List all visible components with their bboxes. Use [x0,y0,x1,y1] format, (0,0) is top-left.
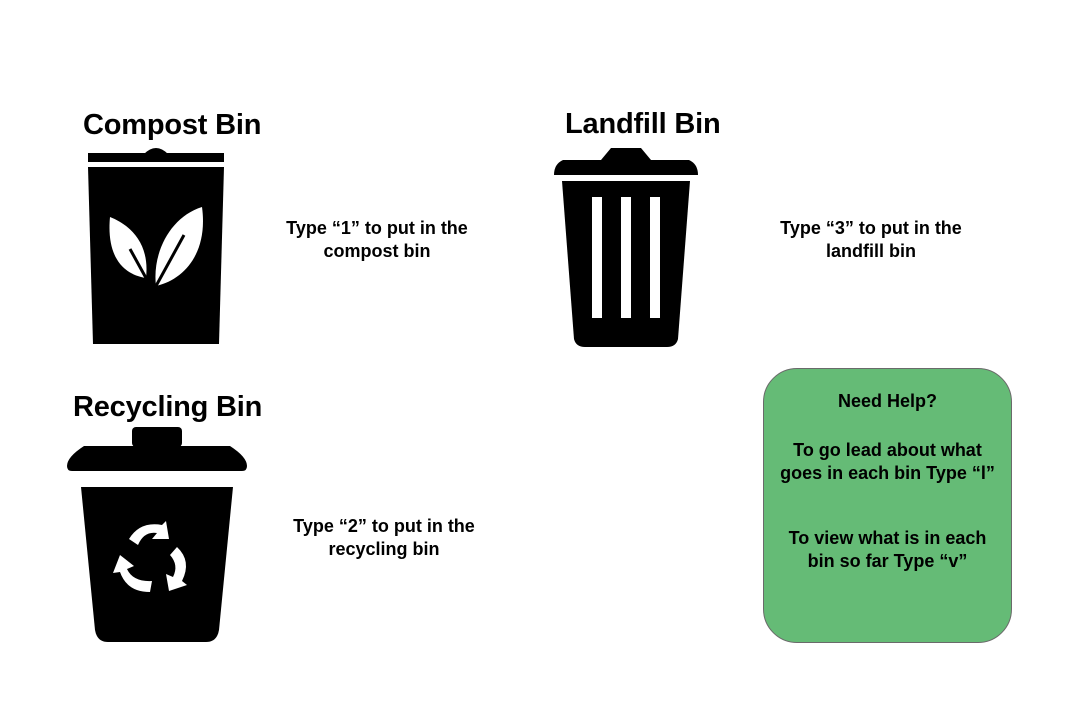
help-view-line2: bin so far Type “v” [807,551,968,571]
landfill-instruction-line1: Type “3” to put in the [780,218,962,238]
help-view-instruction: To view what is in each bin so far Type … [764,527,1011,573]
help-learn-instruction: To go lead about what goes in each bin T… [764,439,1011,485]
compost-instruction-line1: Type “1” to put in the [286,218,468,238]
help-panel: Need Help? To go lead about what goes in… [763,368,1012,643]
help-learn-line2: goes in each bin Type “l” [780,463,995,483]
trash-can-icon [554,148,698,347]
recycling-instruction-line2: recycling bin [328,539,440,559]
landfill-bin-title: Landfill Bin [565,108,721,140]
landfill-instruction-line2: landfill bin [826,241,916,261]
compost-instruction: Type “1” to put in the compost bin [281,217,473,263]
recycling-instruction: Type “2” to put in the recycling bin [287,515,481,561]
compost-bin-icon [88,148,224,344]
compost-bin-title: Compost Bin [83,109,262,141]
recycling-bin-icon [67,427,247,642]
recycling-instruction-line1: Type “2” to put in the [293,516,475,536]
help-learn-line1: To go lead about what [793,440,982,460]
landfill-instruction: Type “3” to put in the landfill bin [774,217,968,263]
recycling-bin-title: Recycling Bin [73,391,263,423]
help-title: Need Help? [837,391,938,411]
help-view-line1: To view what is in each [788,528,987,548]
compost-instruction-line2: compost bin [323,241,431,261]
